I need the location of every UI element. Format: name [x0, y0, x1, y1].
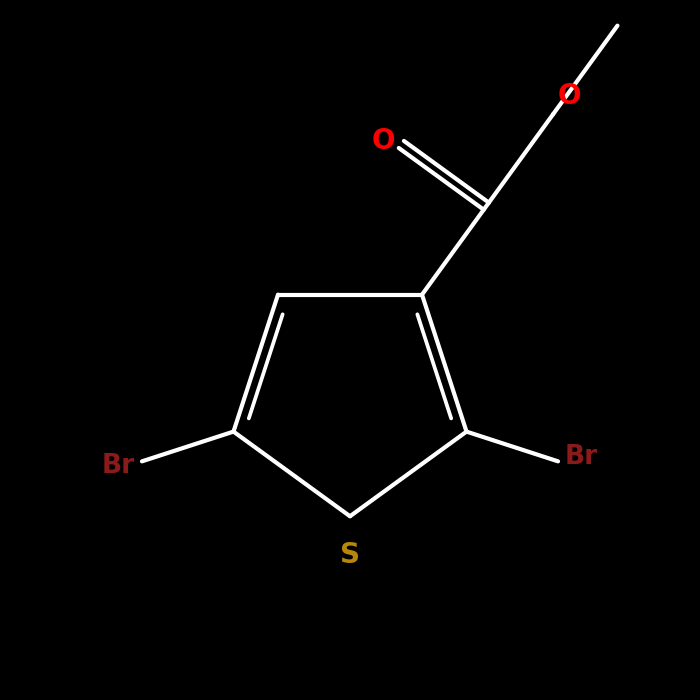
Text: Br: Br [565, 444, 598, 470]
Text: Br: Br [102, 453, 135, 479]
Text: O: O [372, 127, 396, 155]
Text: O: O [557, 82, 581, 110]
Text: S: S [340, 540, 360, 568]
